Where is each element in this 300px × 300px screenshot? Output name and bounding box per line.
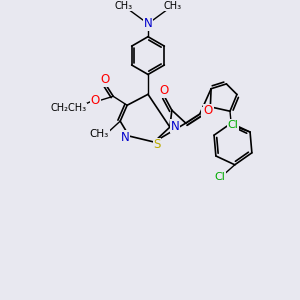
Text: Cl: Cl xyxy=(214,172,225,182)
Text: H: H xyxy=(202,107,210,117)
Text: N: N xyxy=(121,130,130,143)
Text: N: N xyxy=(170,120,179,133)
Text: CH₃: CH₃ xyxy=(90,129,109,139)
Text: O: O xyxy=(204,104,213,117)
Text: S: S xyxy=(153,139,161,152)
Text: CH₃: CH₃ xyxy=(114,1,132,11)
Text: CH₃: CH₃ xyxy=(164,1,182,11)
Text: N: N xyxy=(144,17,152,30)
Text: O: O xyxy=(91,94,100,107)
Text: CH₂CH₃: CH₂CH₃ xyxy=(50,103,87,113)
Text: O: O xyxy=(101,73,110,86)
Text: O: O xyxy=(159,84,169,97)
Text: Cl: Cl xyxy=(228,120,238,130)
